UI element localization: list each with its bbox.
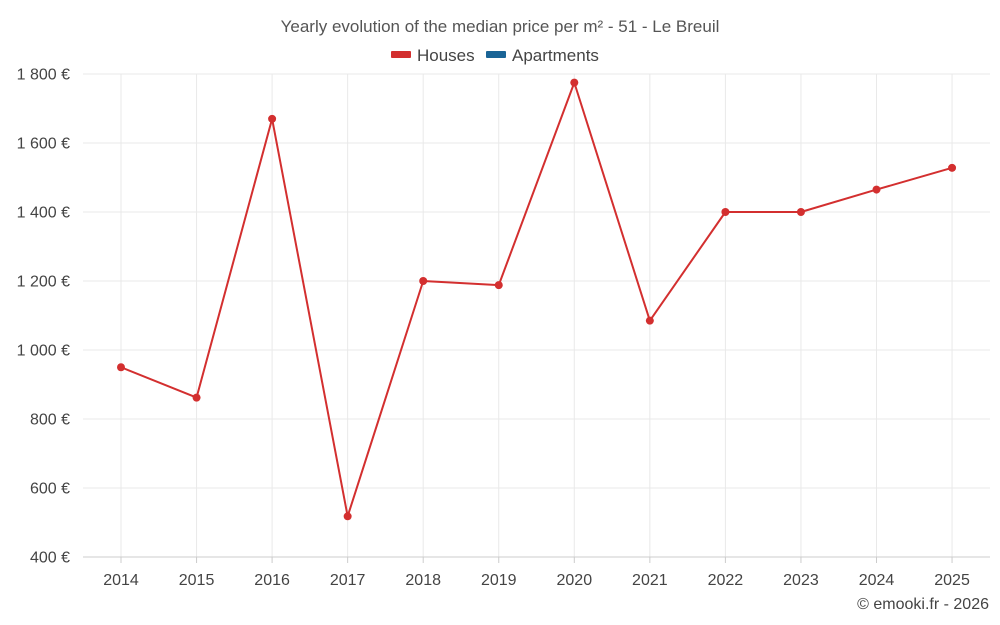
x-tick-label: 2020 — [557, 572, 593, 589]
y-tick-label: 1 400 € — [17, 205, 70, 222]
series-houses — [117, 78, 957, 521]
series-line-houses — [120, 81, 953, 518]
data-point-houses[interactable] — [721, 208, 730, 216]
data-point-houses[interactable] — [872, 185, 881, 194]
data-point-houses[interactable] — [192, 393, 201, 402]
legend-swatch-houses — [391, 51, 411, 58]
y-tick-label: 400 € — [30, 550, 70, 567]
credit-text: © emooki.fr - 2026 — [857, 596, 989, 613]
x-tick-label: 2019 — [481, 572, 517, 589]
data-point-houses[interactable] — [796, 208, 805, 216]
y-tick-label: 1 800 € — [17, 67, 70, 84]
y-tick-label: 1 600 € — [17, 136, 70, 153]
x-tick-label: 2018 — [405, 572, 441, 589]
x-tick-label: 2015 — [179, 572, 215, 589]
data-point-houses[interactable] — [117, 363, 125, 372]
y-tick-label: 600 € — [30, 481, 70, 498]
legend: Houses Apartments — [391, 46, 599, 65]
x-tick-label: 2025 — [934, 572, 970, 589]
x-tick-label: 2021 — [632, 572, 668, 589]
x-gridlines — [120, 74, 953, 557]
legend-label-houses: Houses — [417, 46, 475, 65]
data-point-houses[interactable] — [494, 281, 503, 290]
x-tick-label: 2017 — [330, 572, 366, 589]
data-point-houses[interactable] — [570, 78, 579, 87]
x-tick-label: 2014 — [103, 572, 139, 589]
data-point-houses[interactable] — [948, 163, 957, 172]
x-tick-label: 2023 — [783, 572, 819, 589]
y-tick-label: 800 € — [30, 412, 70, 429]
legend-item-houses[interactable]: Houses — [391, 46, 475, 65]
legend-item-apartments[interactable]: Apartments — [486, 46, 599, 65]
x-tick-label: 2016 — [254, 572, 290, 589]
x-axis-ticks: 2014 2015 2016 2017 2018 2019 2020 2021 2022 2023… — [103, 557, 970, 589]
data-point-houses[interactable] — [645, 316, 654, 325]
chart-title: Yearly evolution of the median price per… — [281, 17, 720, 36]
data-point-houses[interactable] — [268, 114, 277, 123]
x-tick-label: 2022 — [708, 572, 744, 589]
y-tick-label: 1 200 € — [17, 274, 70, 291]
data-point-houses[interactable] — [419, 277, 428, 285]
x-tick-label: 2024 — [859, 572, 895, 589]
legend-swatch-apartments — [486, 51, 506, 58]
y-gridlines — [83, 73, 990, 489]
y-axis-ticks: 400 € 600 € 800 € 1 000 € 1 200 € 1 400 € 1 60… — [17, 67, 70, 567]
data-point-houses[interactable] — [343, 512, 352, 521]
legend-label-apartments: Apartments — [512, 46, 599, 65]
y-tick-label: 1 000 € — [17, 343, 70, 360]
